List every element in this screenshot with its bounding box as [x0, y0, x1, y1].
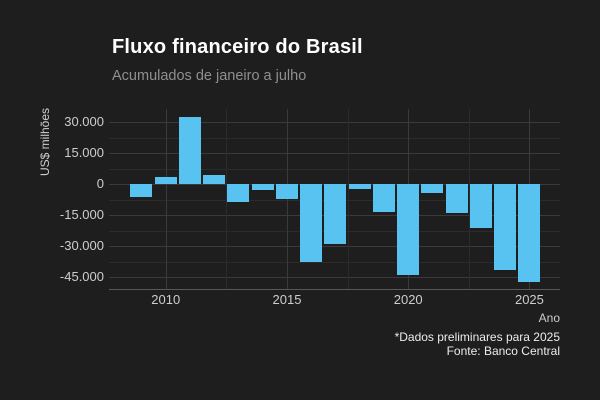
bar-2022 [445, 184, 468, 214]
gridline-v-minor [468, 109, 470, 289]
x-tick-label: 2010 [151, 292, 181, 307]
x-tick-label: 2015 [272, 292, 302, 307]
gridline-h-minor [109, 137, 560, 139]
footer-source: Fonte: Banco Central [446, 343, 560, 358]
y-tick-label: 0 [96, 176, 104, 192]
bar-2013 [227, 184, 250, 203]
bar-2023 [469, 184, 492, 229]
plot-panel [109, 109, 560, 290]
footer-note: *Dados preliminares para 2025 [394, 330, 560, 344]
chart-footer: *Dados preliminares para 2025 Fonte: Ban… [394, 330, 560, 358]
y-tick-label: 15.000 [64, 145, 104, 161]
x-axis-title: Ano [538, 311, 560, 325]
bar-2009 [130, 184, 153, 197]
gridline-h-major [109, 122, 560, 124]
bar-2012 [203, 175, 226, 185]
gridline-h-minor [109, 261, 560, 263]
bar-2010 [154, 177, 177, 185]
chart-subtitle: Acumulados de janeiro a julho [112, 68, 307, 84]
bar-2020 [397, 184, 420, 275]
bar-2016 [300, 184, 323, 263]
bar-2011 [178, 117, 201, 185]
chart-title: Fluxo financeiro do Brasil [112, 36, 363, 58]
x-tick-label: 2025 [514, 292, 544, 307]
y-tick-label: -15.000 [59, 207, 104, 223]
gridline-v-major [165, 109, 167, 289]
gridline-h-major [109, 246, 560, 248]
y-tick-label: -45.000 [59, 269, 104, 285]
y-tick-label: -30.000 [59, 238, 104, 254]
gridline-h-major [109, 277, 560, 279]
bar-2019 [372, 184, 395, 212]
x-tick-label: 2020 [393, 292, 423, 307]
y-tick-label: 30.000 [64, 114, 104, 130]
bar-2014 [251, 184, 274, 191]
gridline-h-minor [109, 168, 560, 170]
y-axis-tick-labels: 30.000 15.000 0 -15.000 -30.000 -45.000 [0, 0, 104, 400]
bar-2024 [494, 184, 517, 271]
gridline-v-minor [347, 109, 349, 289]
gridline-h-major [109, 153, 560, 155]
bar-2018 [348, 184, 371, 190]
bar-2021 [421, 184, 444, 193]
bar-2025 [518, 184, 541, 283]
bar-2017 [324, 184, 347, 245]
bar-2015 [275, 184, 298, 200]
gridline-v-minor [226, 109, 228, 289]
